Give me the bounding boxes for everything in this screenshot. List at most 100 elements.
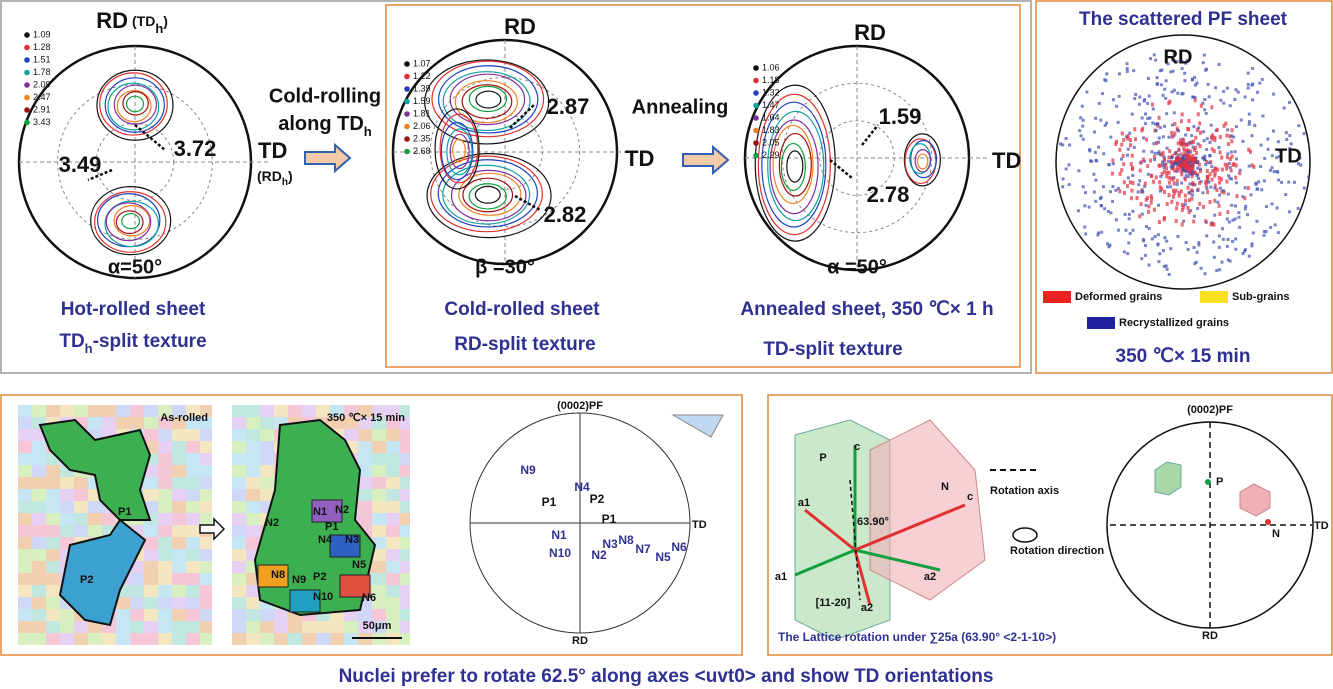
contour [757,93,831,236]
grain [32,633,47,645]
grain-dot [1064,137,1068,141]
contour [125,95,145,113]
grain-dot [1179,152,1183,157]
grain-dot [1209,123,1213,127]
grain-dot [1262,230,1266,234]
grain-dot [1218,193,1222,197]
grain [400,573,410,588]
grain-dot [1094,158,1098,162]
grain-dot [1183,149,1187,154]
grain-dot [1171,194,1175,199]
grain [200,537,212,552]
grain [130,585,148,599]
grain-dot [1157,220,1161,225]
grain [428,489,448,503]
grain-dot [1114,141,1118,146]
grain-dot [1166,160,1170,164]
label: 2.91 [33,104,51,114]
grain-dot [1210,177,1214,182]
grain-dot [1228,166,1232,170]
grain-dot [1150,237,1154,241]
grain-dot [1118,189,1122,194]
label: a1 [798,497,810,509]
grain-dot [1172,181,1176,186]
grain-dot [1197,176,1201,180]
grain-dot [1126,147,1130,151]
grain-dot [1077,169,1081,173]
grain [372,417,388,430]
grain-dot [1247,254,1251,258]
grain [88,525,103,539]
nucleus [339,574,371,598]
label: N1 [551,528,567,542]
label: (RD [257,168,282,184]
grain-dot [1203,272,1207,276]
grain-dot [1237,211,1241,215]
grain-dot [1153,235,1157,239]
grain-dot [1191,145,1195,149]
grain-dot [1169,176,1173,181]
grain-p1 [38,418,152,521]
grain-dot [1211,168,1215,173]
grain-dot [1150,150,1154,154]
grain-dot [1204,219,1208,224]
contour [430,155,543,233]
grain-dot [1181,205,1185,210]
grain [428,417,444,431]
grain-dot [1228,104,1232,108]
label: P [1216,476,1223,488]
grain-dot [1142,99,1146,103]
grain-dot [1114,218,1118,222]
grain-dot [1218,150,1222,155]
process-arrow [199,517,226,541]
grain-dot [1205,159,1209,164]
grain-dot [1154,175,1158,180]
grain-dot [1203,108,1207,112]
grain-dot [1183,193,1187,198]
label: N2 [335,504,349,516]
grain [386,465,405,481]
grain [414,453,434,472]
grain-dot [1225,86,1229,90]
grain-dot [1217,234,1221,238]
grain [144,477,159,493]
grain-dot [1147,204,1151,209]
grain-dot [1221,189,1225,193]
grain-dot [1109,135,1113,139]
legend-dot [404,123,410,130]
grain-dot [1296,162,1300,166]
grain-dot [1250,242,1254,246]
grain-dot [1149,57,1153,61]
grain-dot [1161,93,1165,97]
grain-dot [1158,180,1162,185]
grain-dot [1059,142,1063,146]
grain-dot [1144,203,1148,207]
label: a1 [775,571,787,583]
grain-dot [1125,66,1129,70]
grain-dot [1117,228,1121,232]
grain-dot [1110,171,1114,176]
grain-dot [1143,112,1147,116]
grain-dot [1181,163,1185,168]
grain-dot [1270,154,1274,158]
grain-dot [1140,257,1144,261]
label: 1.06 [762,62,780,72]
label: 2.47 [33,92,51,102]
grain [186,453,203,467]
label: h [282,177,288,188]
pole [1265,519,1271,525]
label: 1.39 [413,83,431,93]
grain-dot [1100,230,1104,234]
grain [232,513,249,529]
grain-dot [1167,175,1171,180]
label: P [819,452,826,464]
label: Rotation direction [1010,545,1104,557]
grain-dot [1126,176,1130,180]
grain [60,645,80,661]
grain-dot [1190,193,1194,197]
texts: RD (TDh) (RDh) TDh-split texture Cold-ro… [33,8,1329,687]
grain [414,585,435,603]
grain [88,405,104,420]
grain [130,645,152,659]
